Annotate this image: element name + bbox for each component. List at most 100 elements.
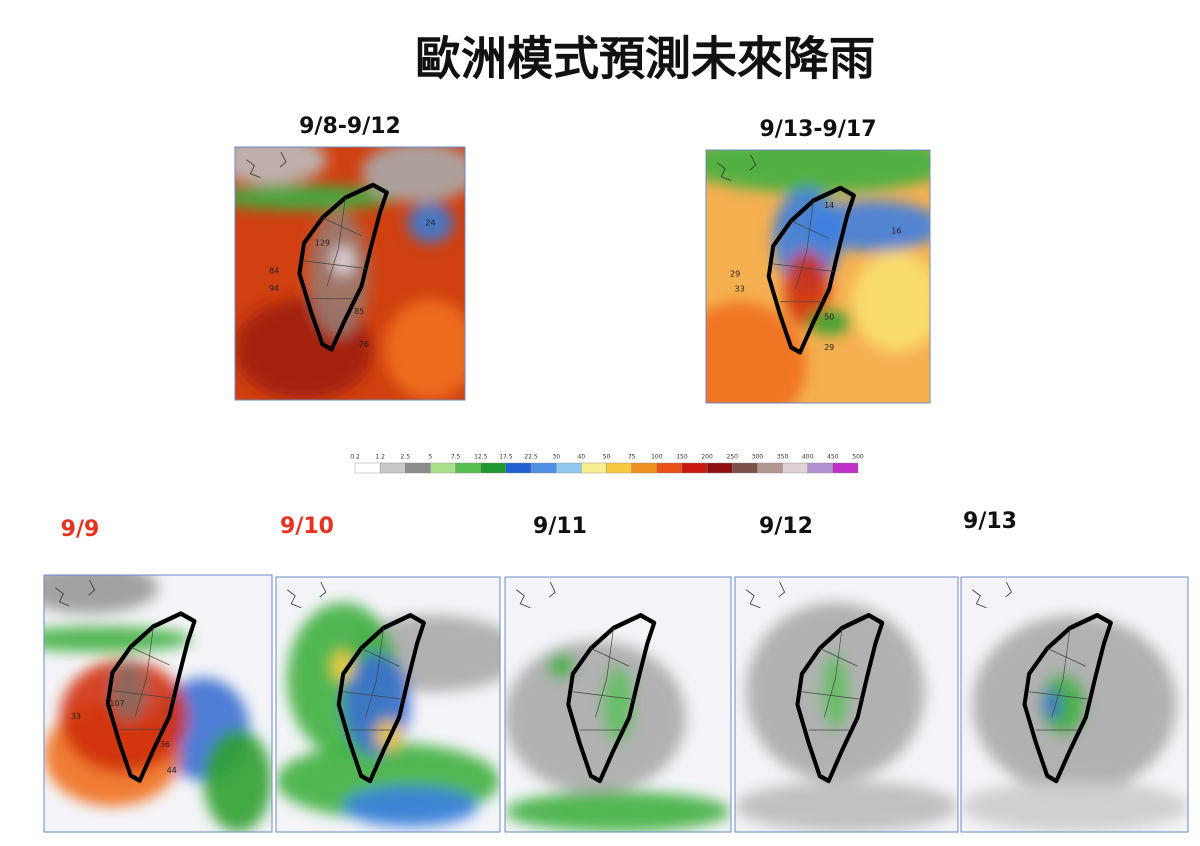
station-value: 50	[824, 312, 834, 321]
coastline	[286, 581, 327, 609]
colorbar-label: 400	[802, 454, 814, 461]
map-border	[43, 574, 273, 833]
weather-map	[275, 576, 501, 833]
colorbar-swatch	[706, 462, 733, 474]
precip-area	[384, 298, 465, 400]
station-value: 129	[315, 239, 330, 248]
colorbar-swatch	[732, 462, 758, 474]
precip-area	[331, 245, 355, 277]
precip-area	[361, 147, 465, 203]
colorbar-swatch	[581, 462, 607, 474]
colorbar-label: 350	[777, 454, 789, 461]
precip-area	[1042, 689, 1061, 720]
day-label: 9/13	[963, 509, 1017, 534]
colorbar-swatch	[656, 462, 683, 474]
precip-area	[735, 781, 958, 832]
colorbar-label: 0.2	[350, 454, 360, 461]
station-value: 33	[71, 712, 81, 721]
precip-area	[332, 650, 355, 682]
county-lines	[303, 197, 367, 300]
colorbar-label: 300	[752, 454, 764, 461]
colorbar-label: 5	[429, 454, 433, 461]
coastline	[972, 581, 1012, 609]
weather-map: 14 16 29 33 50 29	[705, 149, 931, 404]
precip-area	[343, 786, 478, 827]
colorbar-swatch	[757, 462, 783, 474]
map-border	[275, 576, 501, 833]
colorbar-label: 1.2	[375, 454, 385, 461]
weather-map: 129 84 94 85 76 24	[234, 146, 466, 401]
station-value: 84	[269, 266, 279, 275]
map-border	[960, 576, 1189, 833]
taiwan-outline	[1022, 613, 1113, 784]
colorbar-swatch	[430, 462, 456, 474]
taiwan-outline	[297, 182, 389, 352]
precip-area	[547, 653, 576, 679]
station-value: 29	[824, 343, 834, 352]
precip-area	[44, 575, 158, 614]
coastline	[716, 154, 757, 182]
county-lines	[773, 200, 834, 303]
colorbar-swatch	[631, 462, 658, 474]
precip-field	[706, 150, 930, 403]
colorbar-label: 30	[552, 454, 560, 461]
county-lines	[1029, 627, 1091, 731]
colorbar-label: 22.5	[524, 454, 538, 461]
day-label: 9/11	[533, 514, 587, 539]
map-field	[505, 577, 731, 832]
station-value: 24	[425, 218, 435, 227]
colorbar-swatch	[782, 462, 808, 474]
precip-area	[773, 187, 841, 290]
coastline	[516, 581, 556, 609]
colorbar-label: 450	[827, 454, 839, 461]
precip-area	[505, 791, 731, 832]
station-value: 29	[730, 269, 740, 278]
precip-area	[961, 781, 1188, 832]
taiwan-outline	[336, 612, 426, 784]
map-field	[235, 147, 465, 400]
colorbar-label: 75	[628, 454, 636, 461]
colorbar-label: 500	[852, 454, 864, 461]
colorbar-swatch	[807, 462, 834, 474]
station-value: 76	[359, 340, 369, 349]
colorbar-swatch	[832, 462, 859, 474]
precip-field	[735, 602, 958, 832]
precip-field	[44, 575, 272, 832]
weather-map	[504, 576, 732, 833]
taiwan-outline	[795, 612, 885, 784]
precip-area	[821, 653, 849, 730]
map-field	[276, 577, 500, 832]
precip-area	[203, 729, 272, 832]
weather-map: 107 33 36 44	[43, 574, 273, 833]
station-value: 16	[891, 226, 901, 235]
colorbar-label: 7.5	[451, 454, 461, 461]
precip-area	[706, 301, 807, 403]
colorbar-label: 17.5	[499, 454, 513, 461]
colorbar-swatch	[505, 462, 532, 474]
precip-area	[407, 202, 454, 244]
map-border	[234, 146, 466, 401]
map-field	[44, 575, 272, 832]
coastline	[246, 151, 287, 179]
county-lines	[343, 627, 404, 731]
colorbar-swatch	[606, 462, 632, 474]
colorbar-swatch	[530, 462, 557, 474]
colorbar-label: 12.5	[474, 454, 488, 461]
station-value: 33	[735, 285, 745, 294]
station-value: 107	[109, 699, 124, 708]
station-value: 85	[354, 307, 364, 316]
colorbar-swatch	[455, 462, 481, 474]
station-value: 44	[167, 766, 177, 775]
coastline	[745, 581, 786, 609]
coastline	[55, 579, 96, 607]
county-lines	[801, 627, 863, 731]
precip-area	[110, 659, 147, 722]
period-label: 9/8-9/12	[299, 114, 401, 139]
colorbar-label: 150	[676, 454, 688, 461]
precip-area	[235, 147, 327, 185]
day-label: 9/9	[61, 517, 100, 542]
colorbar-swatch	[480, 462, 507, 474]
slide-title: 歐洲模式預測未來降雨	[415, 32, 875, 86]
precip-field	[961, 615, 1188, 832]
